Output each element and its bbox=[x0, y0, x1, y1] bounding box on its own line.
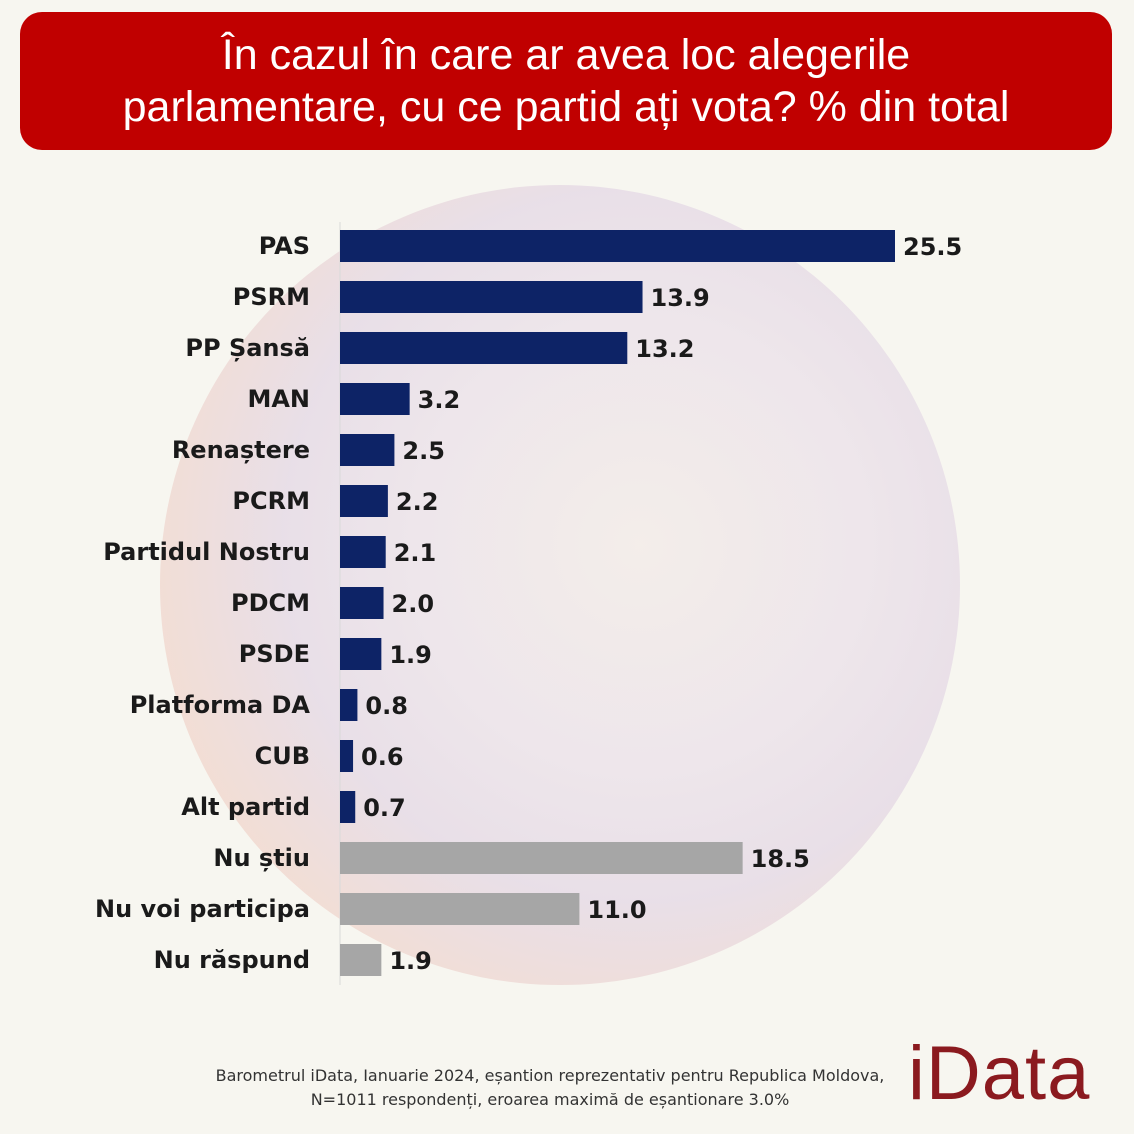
category-label: PSDE bbox=[239, 640, 310, 668]
category-label: Partidul Nostru bbox=[103, 538, 310, 566]
category-label: PAS bbox=[259, 232, 310, 260]
category-label: PSRM bbox=[233, 283, 310, 311]
data-label: 0.7 bbox=[363, 794, 406, 822]
category-label: Alt partid bbox=[181, 793, 310, 821]
data-label: 2.1 bbox=[394, 539, 437, 567]
category-label: Renaștere bbox=[172, 436, 310, 464]
category-label: Nu răspund bbox=[154, 946, 310, 974]
bar bbox=[340, 230, 895, 262]
data-label: 11.0 bbox=[587, 896, 646, 924]
bar bbox=[340, 893, 580, 925]
bar bbox=[340, 689, 358, 721]
bar bbox=[340, 332, 628, 364]
category-label: PDCM bbox=[231, 589, 310, 617]
category-label: Platforma DA bbox=[130, 691, 311, 719]
footnote-line-1: Barometrul iData, Ianuarie 2024, eșantio… bbox=[215, 1066, 885, 1085]
data-label: 25.5 bbox=[903, 233, 962, 261]
bar bbox=[340, 791, 356, 823]
footnote: Barometrul iData, Ianuarie 2024, eșantio… bbox=[150, 1064, 950, 1112]
footnote-line-2: N=1011 respondenți, eroarea maximă de eș… bbox=[310, 1090, 790, 1109]
title-line-2: parlamentare, cu ce partid ați vota? % d… bbox=[122, 83, 1010, 131]
bar bbox=[340, 434, 395, 466]
bar bbox=[340, 536, 386, 568]
data-label: 18.5 bbox=[751, 845, 810, 873]
bar bbox=[340, 383, 410, 415]
category-label: Nu știu bbox=[213, 844, 310, 872]
bar bbox=[340, 944, 382, 976]
bar bbox=[340, 842, 743, 874]
title-line-1: În cazul în care ar avea loc alegerile bbox=[221, 31, 911, 79]
data-label: 3.2 bbox=[418, 386, 461, 414]
data-label: 13.9 bbox=[651, 284, 710, 312]
bar bbox=[340, 485, 388, 517]
data-label: 2.5 bbox=[402, 437, 445, 465]
data-label: 2.0 bbox=[392, 590, 435, 618]
chart-title-banner: În cazul în care ar avea loc alegerile p… bbox=[20, 12, 1112, 150]
data-label: 0.6 bbox=[361, 743, 404, 771]
bar bbox=[340, 740, 354, 772]
bar bbox=[340, 281, 643, 313]
category-label: MAN bbox=[247, 385, 310, 413]
bar bbox=[340, 638, 382, 670]
category-label: PP Șansă bbox=[185, 334, 310, 362]
category-label: CUB bbox=[255, 742, 310, 770]
category-label: PCRM bbox=[232, 487, 310, 515]
data-label: 2.2 bbox=[396, 488, 439, 516]
idata-logo: iData bbox=[908, 1031, 1091, 1116]
data-label: 1.9 bbox=[389, 641, 432, 669]
bar bbox=[340, 587, 384, 619]
data-label: 0.8 bbox=[365, 692, 408, 720]
data-label: 13.2 bbox=[635, 335, 694, 363]
data-label: 1.9 bbox=[389, 947, 432, 975]
category-label: Nu voi participa bbox=[95, 895, 310, 923]
